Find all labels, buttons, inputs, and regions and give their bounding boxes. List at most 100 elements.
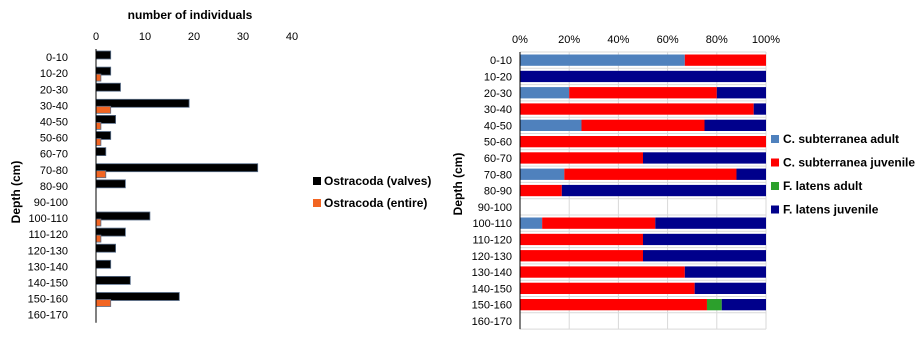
right-bar-segment-1 — [520, 103, 754, 115]
right-bar-segment-3 — [643, 250, 766, 262]
right-bar-segment-1 — [520, 152, 643, 164]
legend-swatch-entire — [313, 199, 321, 207]
left-bar-entire — [95, 138, 102, 146]
right-bar-segment-3 — [643, 152, 766, 164]
right-category-label: 100-110 — [472, 218, 512, 230]
right-bar-segment-1 — [520, 282, 695, 294]
right-bar-segment-0 — [520, 168, 565, 180]
right-x-tick-label: 20% — [558, 34, 580, 46]
right-bar-segment-0 — [520, 87, 570, 99]
left-bar-valves — [95, 50, 112, 60]
right-y-axis-title: Depth (cm) — [451, 153, 465, 216]
right-category-label: 130-140 — [472, 267, 512, 279]
left-category-label: 0-10 — [46, 52, 68, 64]
right-bar-segment-1 — [581, 119, 705, 131]
right-x-tick-label: 40% — [607, 34, 629, 46]
left-x-tick-label: 30 — [237, 31, 249, 43]
left-category-label: 140-150 — [28, 277, 68, 289]
left-bar-valves — [95, 82, 121, 92]
right-bar-segment-3 — [643, 233, 766, 246]
right-bars — [520, 54, 766, 311]
left-category-label: 50-60 — [40, 133, 68, 145]
right-legend-swatch — [771, 182, 779, 190]
right-legend-swatch — [771, 205, 779, 214]
right-bar-segment-1 — [564, 168, 737, 180]
right-bar-segment-2 — [706, 299, 722, 311]
right-category-label: 160-170 — [472, 316, 512, 328]
left-category-label: 110-120 — [28, 229, 68, 241]
left-category-label: 70-80 — [40, 165, 68, 177]
right-category-label: 70-80 — [484, 169, 512, 181]
left-bar-valves — [95, 259, 112, 269]
right-x-tick-label: 0% — [512, 34, 528, 46]
right-x-tick-label: 80% — [706, 34, 728, 46]
left-category-label: 160-170 — [28, 310, 68, 322]
right-category-label: 10-20 — [484, 71, 512, 83]
left-bar-entire — [95, 170, 107, 179]
right-legend-swatch — [771, 158, 779, 167]
right-bar-segment-3 — [716, 87, 766, 99]
right-category-label: 60-70 — [484, 153, 512, 165]
left-bar-valves — [95, 275, 131, 285]
right-bar-segment-0 — [520, 217, 543, 229]
right-bar-segment-1 — [520, 250, 643, 262]
left-category-label: 130-140 — [28, 261, 68, 273]
right-x-tick-label: 100% — [752, 34, 780, 46]
left-bar-valves — [95, 243, 117, 253]
right-bar-segment-1 — [520, 299, 707, 311]
right-category-label: 0-10 — [490, 55, 512, 67]
left-bars — [95, 50, 259, 307]
left-category-label: 30-40 — [40, 100, 68, 112]
right-category-label: 20-30 — [484, 88, 512, 100]
left-category-label: 80-90 — [40, 181, 68, 193]
left-bar-entire — [95, 105, 112, 114]
right-bar-segment-3 — [684, 266, 766, 278]
right-category-label: 110-120 — [472, 234, 512, 246]
left-x-ticks: 0 10 20 30 40 — [93, 31, 298, 43]
right-bar-segment-3 — [721, 299, 766, 311]
left-x-tick-label: 40 — [286, 31, 298, 43]
left-x-tick-label: 20 — [188, 31, 200, 43]
left-bar-valves — [95, 147, 107, 157]
legend-swatch-valves — [313, 177, 321, 185]
right-chart: 0% 20% 40% 60% 80% 100% 0-10 10-20 20-30 30-40 40… — [451, 34, 915, 330]
right-bar-segment-1 — [520, 233, 643, 246]
left-bar-entire — [95, 218, 102, 227]
right-bar-segment-1 — [569, 87, 717, 99]
right-category-label: 30-40 — [484, 104, 512, 116]
right-bar-segment-1 — [520, 184, 562, 197]
left-bar-valves — [95, 179, 126, 189]
left-legend: Ostracoda (valves) Ostracoda (entire) — [313, 174, 431, 210]
right-category-label: 90-100 — [478, 202, 512, 214]
left-x-tick-label: 10 — [139, 31, 151, 43]
right-bar-segment-1 — [520, 136, 766, 148]
left-y-axis-title: Depth (cm) — [9, 161, 23, 224]
legend-label-valves: Ostracoda (valves) — [324, 174, 431, 188]
right-category-label: 120-130 — [472, 251, 512, 263]
left-category-label: 10-20 — [40, 68, 68, 80]
right-legend-label: F. latens adult — [783, 179, 862, 193]
right-legend-label: C. subterranea juvenile — [783, 156, 915, 170]
right-bar-segment-1 — [684, 54, 766, 66]
legend-label-entire: Ostracoda (entire) — [324, 196, 427, 210]
right-bar-segment-3 — [753, 103, 766, 115]
left-bar-entire — [95, 122, 102, 130]
right-bar-segment-3 — [520, 70, 766, 83]
right-x-ticks: 0% 20% 40% 60% 80% 100% — [512, 34, 780, 46]
left-bar-entire — [95, 299, 112, 307]
right-category-label: 150-160 — [472, 300, 512, 312]
right-category-label: 140-150 — [472, 283, 512, 295]
right-legend-label: C. subterranea adult — [783, 132, 899, 146]
left-chart: number of individuals 0 10 20 30 40 0-10 10-2… — [9, 8, 431, 323]
right-bar-segment-1 — [520, 266, 685, 278]
right-category-label: 80-90 — [484, 186, 512, 198]
left-category-label: 120-130 — [28, 245, 68, 257]
right-legend: C. subterranea adult C. subterranea juven… — [771, 132, 915, 217]
left-bar-valves — [95, 163, 259, 173]
left-bar-valves — [95, 211, 151, 221]
left-bar-entire — [95, 234, 102, 243]
right-legend-swatch — [771, 135, 779, 143]
left-x-axis-title: number of individuals — [128, 8, 253, 22]
right-category-label: 50-60 — [484, 137, 512, 149]
